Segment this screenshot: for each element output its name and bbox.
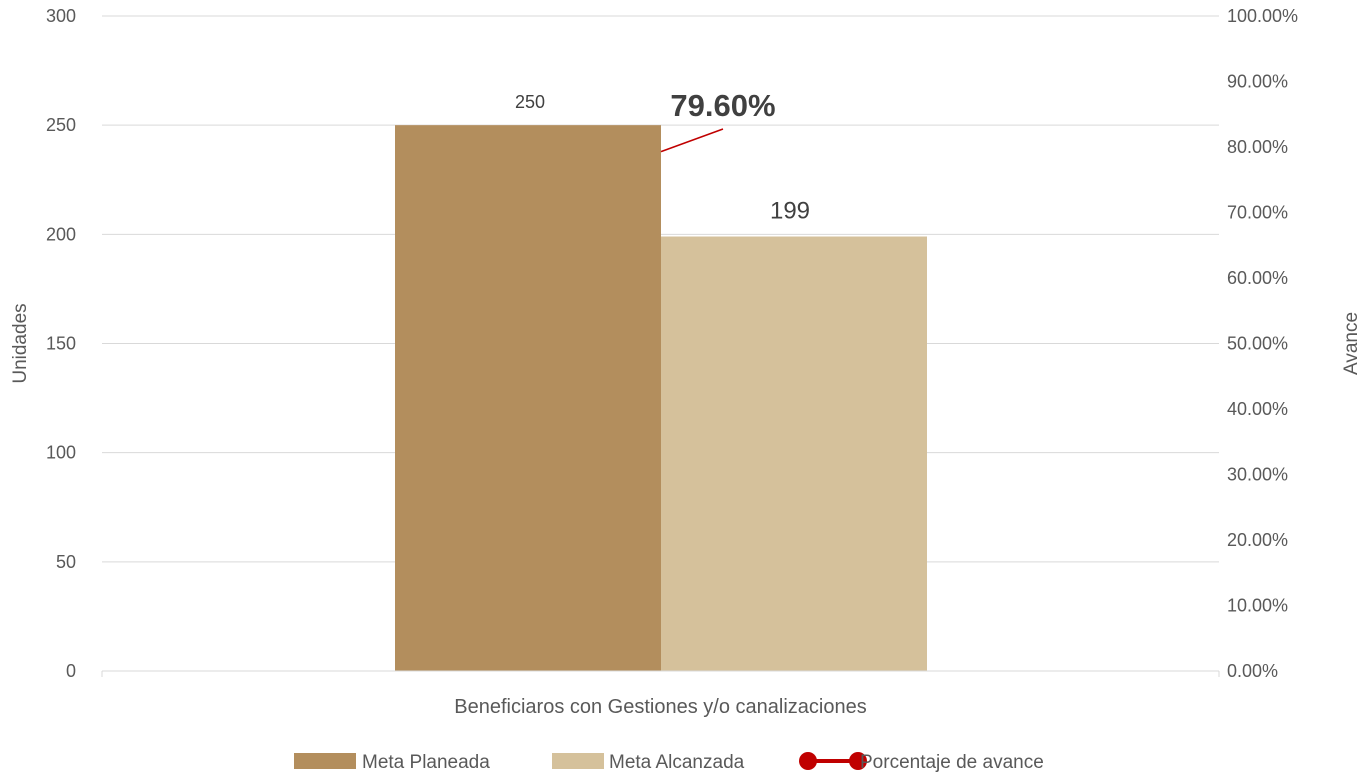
legend-marker-right	[849, 752, 867, 770]
y2-tick-label: 50.00%	[1227, 334, 1288, 354]
y2-tick-label: 20.00%	[1227, 530, 1288, 550]
y2-tick-label: 10.00%	[1227, 596, 1288, 616]
bar-meta-alcanzada	[661, 236, 927, 671]
percentage-leader-line	[660, 128, 724, 153]
y-tick-label: 50	[56, 552, 76, 572]
y-tick-label: 250	[46, 115, 76, 135]
y-axis-title: Unidades	[10, 303, 31, 383]
y2-tick-label: 60.00%	[1227, 268, 1288, 288]
axes-layer: 0 50 100 150 200 250 300 0.00% 10.00% 20.00% 30.00…	[10, 6, 1362, 718]
data-label-meta-planeada: 250	[515, 92, 545, 112]
y-tick-label: 150	[46, 334, 76, 354]
legend-marker-left	[799, 752, 817, 770]
y-tick-label: 0	[66, 661, 76, 681]
legend-label-meta-planeada: Meta Planeada	[362, 752, 490, 773]
labels-layer: 250 199 79.60%	[515, 88, 810, 225]
legend-label-porcentaje: Porcentaje de avance	[860, 752, 1044, 773]
x-category-label: Beneficiaros con Gestiones y/o canalizac…	[454, 696, 866, 718]
y2-tick-label: 70.00%	[1227, 203, 1288, 223]
y-tick-label: 200	[46, 224, 76, 244]
bars-layer	[395, 125, 927, 671]
y2-axis-title: Avance	[1341, 312, 1362, 375]
data-label-meta-alcanzada: 199	[770, 198, 810, 225]
legend-swatch-meta-planeada	[294, 753, 356, 769]
y2-tick-label: 30.00%	[1227, 465, 1288, 485]
y2-tick-label: 100.00%	[1227, 6, 1298, 26]
y2-tick-label: 80.00%	[1227, 137, 1288, 157]
legend-swatch-meta-alcanzada	[552, 753, 604, 769]
y2-tick-label: 40.00%	[1227, 399, 1288, 419]
y-tick-label: 100	[46, 443, 76, 463]
y-tick-label: 300	[46, 6, 76, 26]
y2-tick-label: 90.00%	[1227, 72, 1288, 92]
legend-label-meta-alcanzada: Meta Alcanzada	[609, 752, 745, 773]
y2-tick-label: 0.00%	[1227, 661, 1278, 681]
legend-layer: Meta Planeada Meta Alcanzada Porcentaje de…	[294, 752, 1044, 773]
bar-meta-planeada	[395, 125, 661, 671]
percentage-data-label: 79.60%	[670, 88, 775, 123]
